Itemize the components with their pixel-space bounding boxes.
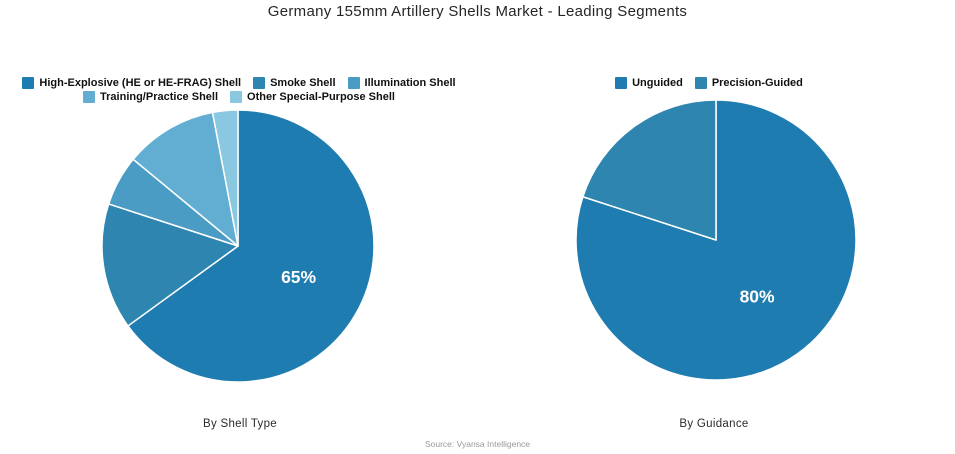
legend-swatch-icon — [230, 91, 243, 103]
legend-item-precision-guided: Precision-Guided — [694, 77, 803, 89]
caption-guidance: By Guidance — [679, 418, 749, 430]
legend-swatch-icon — [22, 77, 35, 89]
legend-swatch-icon — [694, 77, 707, 89]
legend-label: Training/Practice Shell — [100, 91, 219, 103]
legend-label: Other Special-Purpose Shell — [247, 91, 395, 103]
legend-item-training-practice-shell: Training/Practice Shell — [83, 91, 218, 103]
pie-slice-training-practice-shell — [132, 111, 239, 247]
legend-swatch-icon — [83, 91, 96, 103]
legend-item-unguided: Unguided — [615, 77, 683, 89]
legend-label: Smoke Shell — [270, 77, 336, 89]
pie-chart-shell-type: 65% — [101, 109, 375, 383]
legend-guidance: Unguided Precision-Guided — [478, 77, 940, 89]
caption-shell-type: By Shell Type — [202, 418, 277, 430]
pie-slice-other-special-purpose-shell — [211, 109, 239, 247]
page-title: Germany 155mm Artillery Shells Market - … — [267, 3, 688, 20]
legend-swatch-icon — [253, 77, 266, 89]
legend-swatch-icon — [615, 77, 628, 89]
pie-slice-high-explosive-he-or-he-frag-shell — [127, 109, 375, 383]
legend-label: Unguided — [632, 77, 683, 89]
legend-item-smoke-shell: Smoke Shell — [253, 77, 336, 89]
legend-shell-type: High-Explosive (HE or HE-FRAG) Shell Smok… — [8, 77, 470, 103]
legend-label: High-Explosive (HE or HE-FRAG) Shell — [39, 77, 242, 89]
pie-slice-precision-guided — [582, 99, 717, 241]
legend-swatch-icon — [347, 77, 360, 89]
legend-item-illumination-shell: Illumination Shell — [347, 77, 456, 89]
source-note: Source: Vyansa Intelligence — [424, 439, 531, 449]
data-label-unguided: 80% — [740, 287, 775, 307]
legend-item-high-explosive-he-or-he-frag-shell: High-Explosive (HE or HE-FRAG) Shell — [22, 77, 241, 89]
legend-item-other-special-purpose-shell: Other Special-Purpose Shell — [230, 91, 395, 103]
data-label-high-explosive-he-or-he-frag-shell: 65% — [281, 267, 316, 287]
legend-label: Precision-Guided — [711, 77, 803, 89]
pie-chart-guidance: 80% — [575, 99, 857, 381]
legend-label: Illumination Shell — [364, 77, 456, 89]
pie-slice-smoke-shell — [101, 203, 239, 327]
